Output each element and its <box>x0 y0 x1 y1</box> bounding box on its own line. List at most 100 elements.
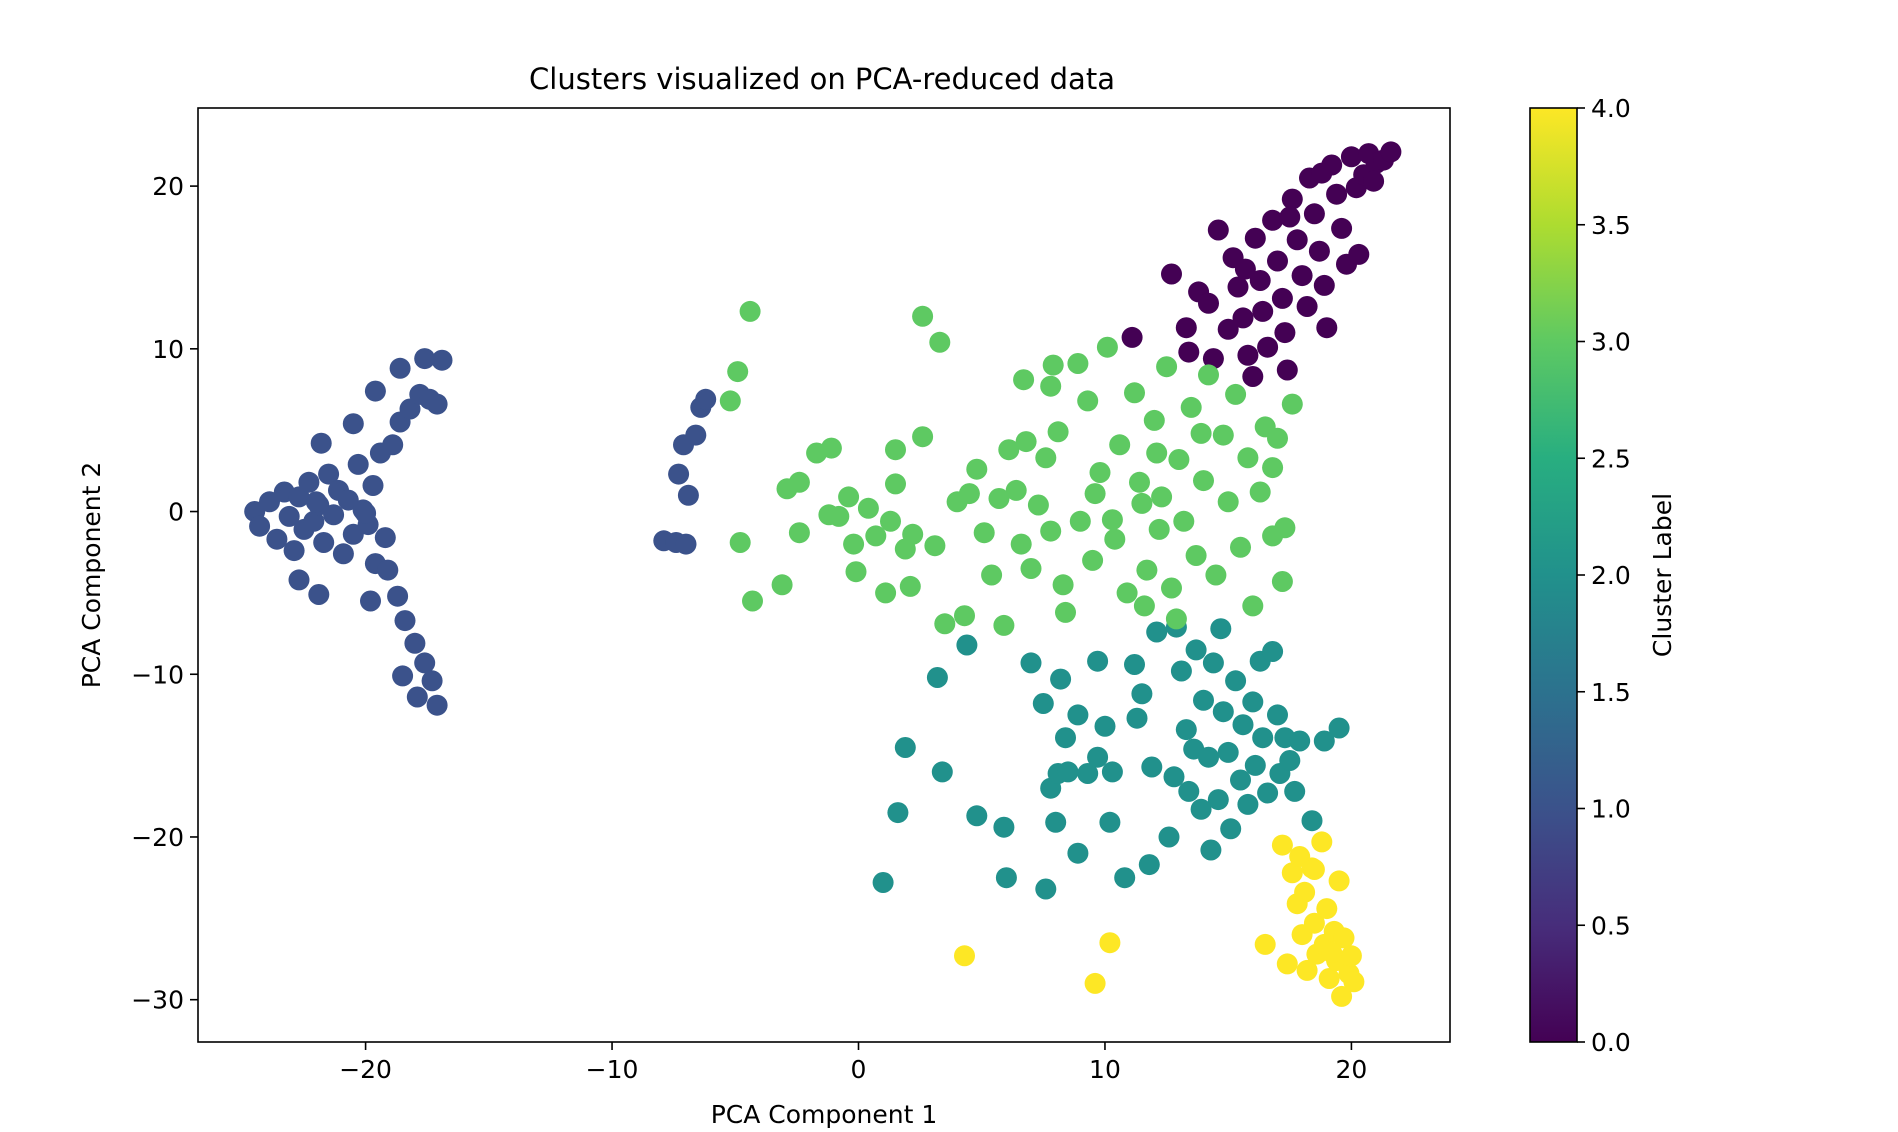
cluster-2-point <box>1170 660 1192 682</box>
cluster-0-point <box>1178 341 1200 363</box>
colorbar-tick-label: 3.0 <box>1591 328 1631 357</box>
cluster-3-point <box>1104 528 1126 550</box>
cluster-3-point <box>1040 375 1062 397</box>
cluster-3-point <box>973 522 995 544</box>
cluster-0-point <box>1348 243 1370 265</box>
x-tick-label: −20 <box>339 1055 392 1084</box>
cluster-1-point <box>675 533 697 555</box>
cluster-3-point <box>1047 421 1069 443</box>
cluster-1-point <box>404 632 426 654</box>
cluster-3-point <box>1267 427 1288 449</box>
cluster-2-point <box>931 761 953 783</box>
cluster-0-point <box>1380 141 1402 163</box>
y-tick-label: 20 <box>152 172 184 201</box>
cluster-2-point <box>1057 761 1079 783</box>
cluster-0-point <box>1121 326 1143 348</box>
cluster-2-point <box>1067 704 1089 726</box>
cluster-2-point <box>1207 789 1229 811</box>
cluster-0-point <box>1207 219 1229 241</box>
cluster-2-point <box>1267 704 1288 726</box>
y-axis-ticks: −30 −20 −10 0 10 20 <box>131 172 198 1015</box>
cluster-3-point <box>981 564 1003 586</box>
cluster-2-point <box>1200 839 1222 861</box>
cluster-0-point <box>1234 258 1256 280</box>
cluster-3-point <box>1131 492 1153 514</box>
cluster-0-point <box>1242 366 1264 387</box>
cluster-1-point <box>355 502 377 524</box>
colorbar-tick-label: 0.0 <box>1591 1028 1631 1057</box>
x-tick-label: −10 <box>586 1055 639 1084</box>
cluster-4-point <box>1316 898 1338 920</box>
cluster-0-point <box>1161 263 1182 285</box>
cluster-2-point <box>1163 766 1185 788</box>
cluster-2-point <box>1190 798 1212 820</box>
cluster-1-point <box>421 670 443 692</box>
cluster-2-point <box>1202 652 1224 674</box>
cluster-2-point <box>1067 842 1089 864</box>
cluster-2-point <box>1050 668 1072 690</box>
cluster-1-point <box>364 380 386 402</box>
cluster-4-point <box>954 945 975 967</box>
cluster-3-point <box>875 582 897 604</box>
cluster-2-point <box>1232 714 1254 736</box>
cluster-3-point <box>988 488 1010 509</box>
cluster-4-point <box>1343 971 1365 993</box>
colorbar-tick-label: 3.5 <box>1591 211 1631 240</box>
cluster-3-point <box>966 458 988 480</box>
plot-area-frame <box>197 107 1451 1043</box>
cluster-3-point <box>885 439 906 461</box>
cluster-1-point <box>362 475 384 496</box>
cluster-3-point <box>845 561 867 583</box>
cluster-2-point <box>966 805 988 827</box>
x-tick-label: 10 <box>1089 1055 1121 1084</box>
cluster-2-point <box>1138 854 1160 876</box>
colorbar-label: Cluster Label <box>1648 493 1677 657</box>
cluster-3-point <box>1249 481 1271 503</box>
cluster-2-point <box>1193 689 1214 711</box>
cluster-1-point <box>387 585 409 607</box>
cluster-3-point <box>912 305 934 327</box>
cluster-3-point <box>954 605 975 627</box>
cluster-2-point <box>1210 618 1232 640</box>
cluster-3-point <box>1101 509 1123 531</box>
cluster-0-point <box>1296 296 1318 317</box>
x-axis-label: PCA Component 1 <box>711 1100 938 1129</box>
cluster-3-point <box>1212 424 1234 446</box>
cluster-2-point <box>1237 793 1259 815</box>
cluster-3-point <box>788 471 810 493</box>
y-tick-label: −30 <box>131 986 184 1015</box>
cluster-2-point <box>1158 826 1180 848</box>
y-axis-label: PCA Component 2 <box>77 462 106 689</box>
cluster-3-point <box>1129 471 1150 493</box>
cluster-3-point <box>1096 336 1118 358</box>
cluster-3-point <box>727 361 749 383</box>
cluster-4-point <box>1294 881 1316 903</box>
cluster-0-point <box>1276 359 1298 381</box>
cluster-0-point <box>1175 317 1197 339</box>
y-tick-label: 0 <box>168 498 184 527</box>
cluster-1-point <box>414 652 436 674</box>
cluster-2-point <box>1032 693 1054 714</box>
cluster-3-point <box>838 486 860 508</box>
cluster-1-point <box>283 540 305 562</box>
cluster-2-point <box>1212 701 1234 723</box>
cluster-3-point <box>1274 517 1296 539</box>
cluster-2-point <box>1301 810 1323 832</box>
colorbar-tick-label: 4.0 <box>1591 94 1631 123</box>
cluster-3-point <box>1281 393 1303 415</box>
cluster-0-point <box>1313 274 1335 296</box>
cluster-4-point <box>1303 912 1325 934</box>
cluster-0-point <box>1252 300 1274 322</box>
cluster-3-point <box>1237 447 1259 469</box>
cluster-3-point <box>924 535 946 557</box>
cluster-2-point <box>1175 719 1197 741</box>
cluster-3-point <box>1077 390 1099 412</box>
cluster-4-point <box>1254 933 1276 955</box>
cluster-1-point <box>431 349 453 371</box>
cluster-3-point <box>1161 577 1182 599</box>
cluster-3-point <box>771 574 793 596</box>
cluster-2-point <box>956 634 978 656</box>
cluster-3-point <box>828 505 850 527</box>
colorbar-tick-label: 1.5 <box>1591 678 1631 707</box>
cluster-0-point <box>1331 217 1353 239</box>
